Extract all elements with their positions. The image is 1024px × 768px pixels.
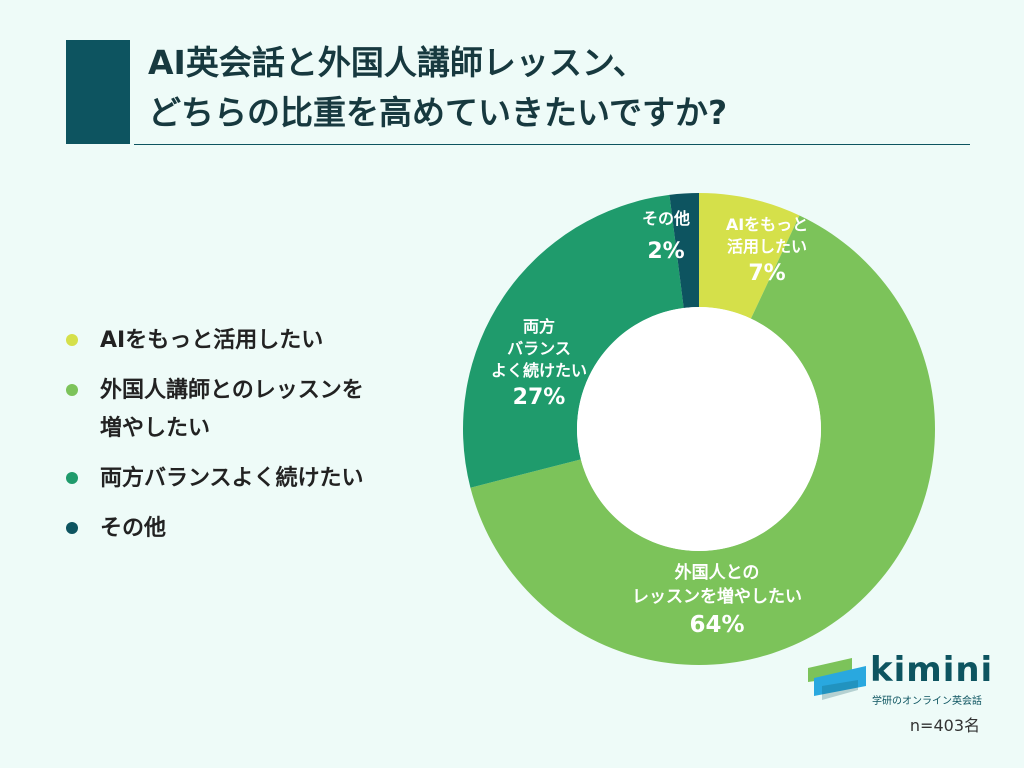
title-accent-bar: [66, 40, 130, 144]
legend-dot-other: [66, 522, 78, 534]
legend-label: 両方バランスよく続けたい: [100, 466, 364, 491]
sample-size: n=403名: [909, 716, 980, 735]
legend-label: AIをもっと活用したい: [100, 328, 324, 353]
slice-label-text: その他: [642, 209, 690, 228]
slice-label-other: その他 2%: [642, 209, 690, 264]
slice-label-text: 両方: [523, 317, 555, 336]
donut-slice-ai: [699, 193, 800, 319]
slice-label-ai: AIをもっと活用したい 7%: [726, 215, 808, 286]
slice-label-balance: 両方バランスよく続けたい 27%: [491, 317, 587, 410]
legend-label-line-2: 増やしたい: [100, 416, 211, 441]
legend-dot-ai: [66, 334, 78, 346]
slice-label-text: 活用したい: [727, 237, 807, 256]
slice-label-text: 外国人との: [675, 562, 760, 583]
kimini-logo-mark: [808, 658, 866, 700]
legend-item-other: その他: [66, 510, 426, 548]
logo-subtitle: 学研のオンライン英会話: [872, 696, 982, 707]
chart-title: AI英会話と外国人講師レッスン、 どちらの比重を高めていきたいですか?: [148, 38, 988, 138]
slice-label-text: レッスンを増やしたい: [632, 586, 802, 607]
legend-label: 外国人講師とのレッスンを: [100, 378, 364, 403]
chart-title-line-2: どちらの比重を高めていきたいですか?: [148, 93, 728, 132]
slice-label-text: AIをもっと: [726, 215, 808, 234]
legend-dot-balance: [66, 472, 78, 484]
legend-item-ai: AIをもっと活用したい: [66, 322, 426, 360]
legend-item-balance: 両方バランスよく続けたい: [66, 460, 426, 498]
kimini-logo: kimini 学研のオンライン英会話: [808, 650, 998, 707]
slice-percent-ai: 7%: [748, 261, 785, 286]
slice-label-text: バランス: [507, 339, 571, 358]
donut-slice-other: [669, 193, 699, 308]
slice-percent-balance: 27%: [513, 385, 566, 410]
slice-percent-foreign-teacher: 64%: [689, 612, 744, 638]
legend-dot-foreign-teacher: [66, 384, 78, 396]
title-divider: [134, 144, 970, 145]
donut-slice-foreign-teacher: [470, 215, 936, 665]
slice-label-text: よく続けたい: [491, 361, 587, 380]
slice-percent-other: 2%: [647, 239, 684, 264]
legend-label: その他: [100, 516, 167, 541]
logo-wordmark: kimini: [870, 650, 994, 690]
donut-slice-balance: [462, 194, 684, 488]
donut-hole: [577, 307, 821, 551]
legend: AIをもっと活用したい 外国人講師とのレッスンを 増やしたい 両方バランスよく続…: [66, 322, 426, 560]
chart-title-line-1: AI英会話と外国人講師レッスン、: [148, 43, 646, 82]
legend-item-foreign-teacher: 外国人講師とのレッスンを 増やしたい: [66, 372, 426, 448]
